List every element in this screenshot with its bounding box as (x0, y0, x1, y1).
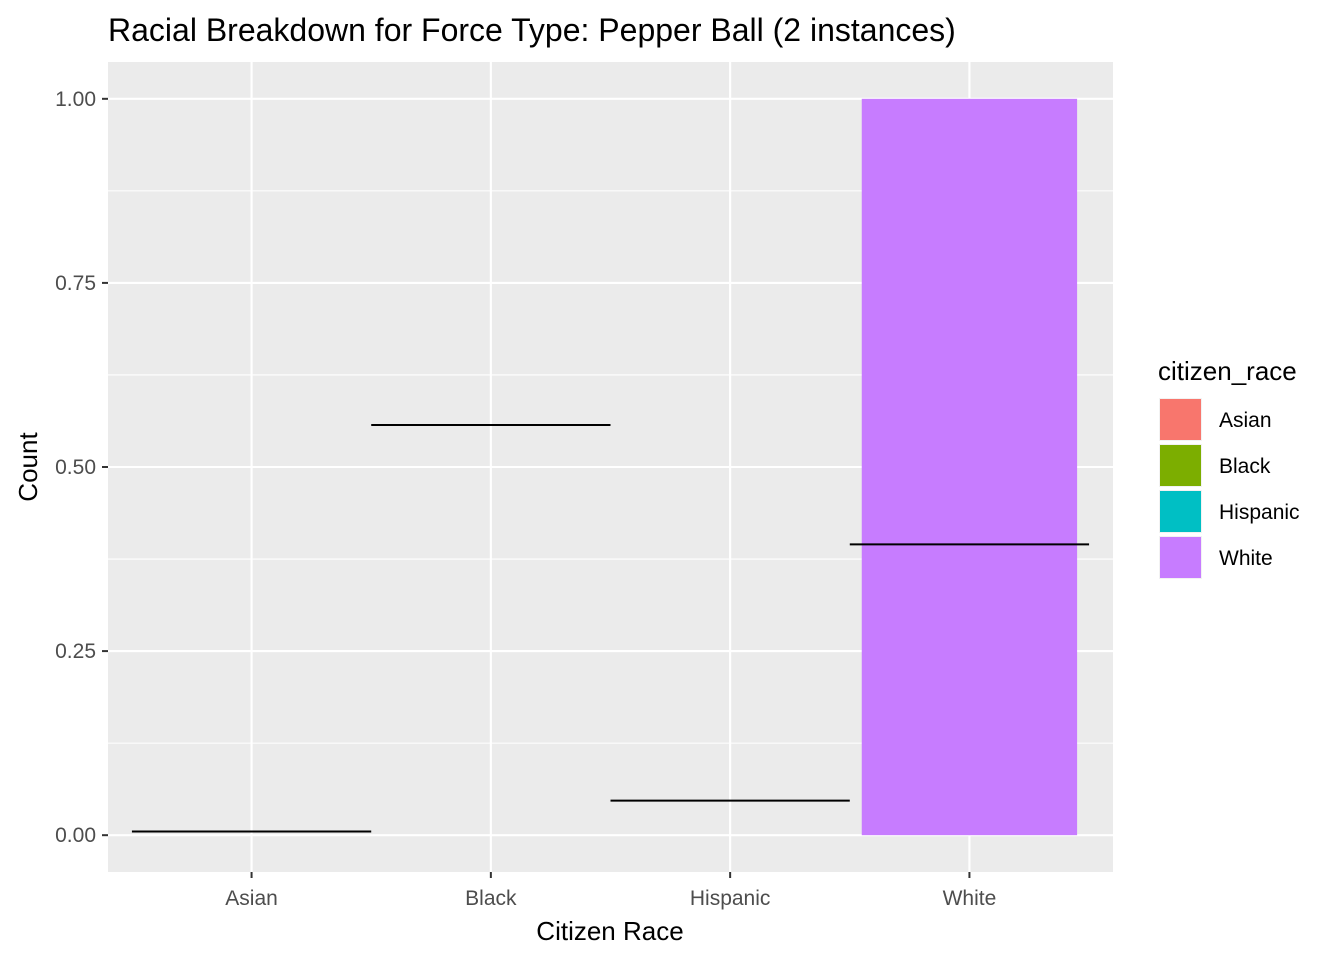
y-tick-label: 0.50 (55, 456, 96, 479)
bar-white (861, 98, 1078, 836)
legend-label: Asian (1219, 409, 1272, 432)
x-tick-label: White (943, 887, 997, 910)
x-tick-label: Asian (225, 887, 278, 910)
legend-label: Black (1219, 455, 1271, 478)
y-tick-label: 0.25 (55, 640, 96, 663)
reference-lines (131, 424, 1090, 833)
y-axis-ticks: 0.00 0.25 0.50 0.75 1.00 (55, 88, 108, 847)
y-tick-label: 1.00 (55, 88, 96, 111)
legend: citizen_race Asian Black Hispanic White (1158, 356, 1300, 579)
y-tick-label: 0.75 (55, 272, 96, 295)
bars (861, 98, 1078, 836)
chart-title: Racial Breakdown for Force Type: Pepper … (108, 12, 956, 48)
y-tick-label: 0.00 (55, 824, 96, 847)
x-tick-label: Black (465, 887, 517, 910)
legend-swatch-hispanic (1160, 491, 1201, 532)
legend-swatch-black (1160, 445, 1201, 486)
x-axis-ticks: Asian Black Hispanic White (225, 872, 996, 910)
legend-label: Hispanic (1219, 501, 1300, 524)
legend-swatch-asian (1160, 399, 1201, 440)
legend-label: White (1219, 547, 1273, 570)
legend-title: citizen_race (1158, 356, 1297, 386)
x-axis-title: Citizen Race (536, 916, 683, 946)
x-tick-label: Hispanic (690, 887, 771, 910)
y-axis-title: Count (13, 432, 43, 502)
legend-swatch-white (1160, 537, 1201, 578)
